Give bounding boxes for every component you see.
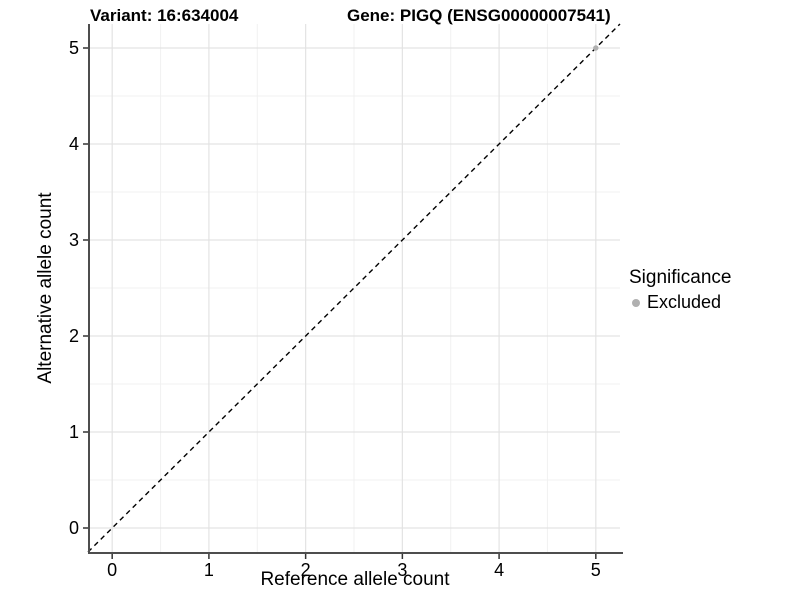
y-tick-label: 4 [69,134,79,154]
legend: Significance Excluded [629,267,731,313]
x-axis-title: Reference allele count [260,569,450,590]
y-tick-label: 2 [69,326,79,346]
x-tick-label: 1 [204,560,214,580]
x-tick-label: 4 [494,560,504,580]
x-tick-label: 0 [107,560,117,580]
data-point-excluded [593,45,599,51]
gene-title: Gene: PIGQ (ENSG00000007541) [347,6,611,25]
x-tick-label: 2 [301,560,311,580]
y-tick-label: 3 [69,230,79,250]
excluded-point-icon [632,298,640,307]
x-tick-label: 5 [591,560,601,580]
legend-title: Significance [629,267,732,288]
identity-dashed-line [87,23,621,553]
y-tick-label: 0 [69,518,79,538]
x-tick-label: 3 [397,560,407,580]
variant-title: Variant: 16:634004 [90,6,239,25]
legend-item-excluded: Excluded [629,292,731,313]
y-tick-label: 5 [69,38,79,58]
legend-item-label: Excluded [647,292,722,312]
y-axis-title: Alternative allele count [35,192,56,384]
y-tick-label: 1 [69,422,79,442]
